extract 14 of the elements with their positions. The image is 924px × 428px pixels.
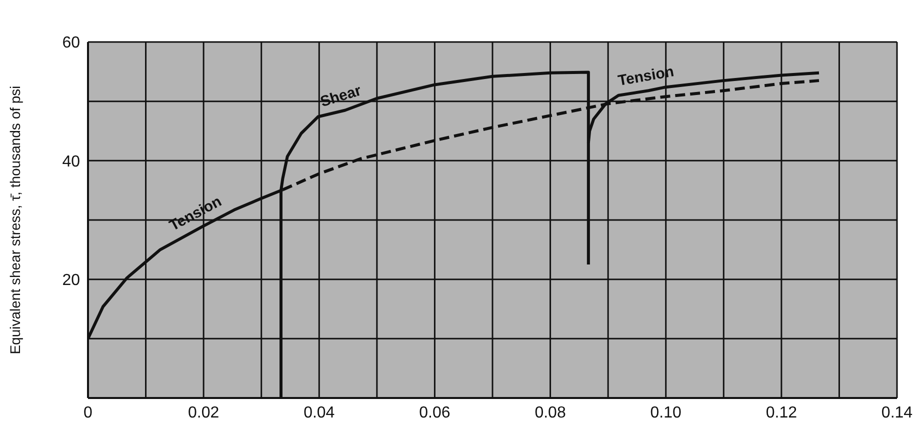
x-tick-label: 0.10 (650, 404, 682, 422)
x-tick-label: 0.06 (419, 404, 450, 422)
y-tick-label: 20 (62, 272, 80, 290)
x-tick-label: 0 (84, 404, 93, 422)
y-tick-label: 60 (62, 34, 80, 52)
x-tick-label: 0.08 (534, 404, 566, 422)
x-tick-label: 0.04 (304, 404, 335, 422)
x-tick-label: 0.14 (881, 404, 913, 422)
y-tick-label: 40 (62, 153, 80, 170)
x-tick-label: 0.12 (766, 404, 798, 422)
y-axis-title: Equivalent shear stress, τ̄, thousands of psi (6, 86, 23, 354)
text: Shear (318, 82, 364, 111)
x-tick-label: 0.02 (188, 404, 220, 422)
text: Tension (616, 63, 676, 90)
